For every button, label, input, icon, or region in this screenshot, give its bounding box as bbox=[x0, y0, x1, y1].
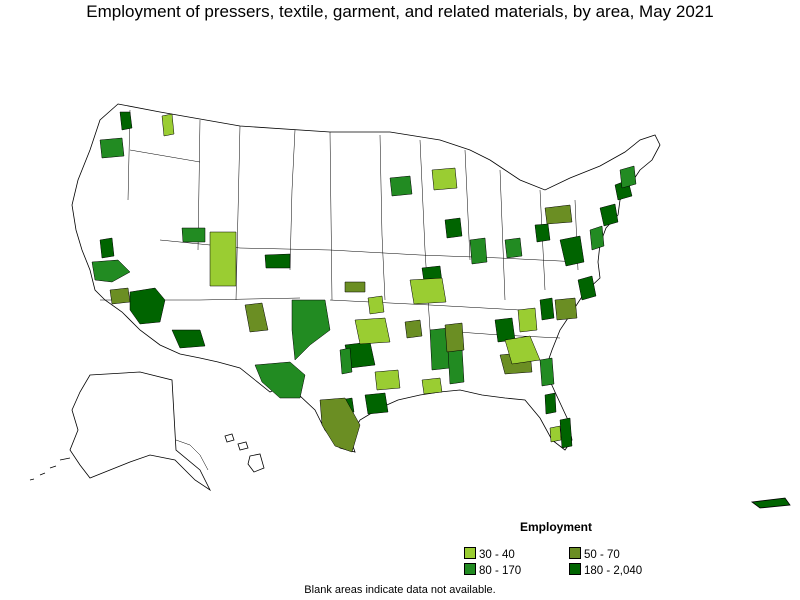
legend-label: 50 - 70 bbox=[584, 549, 620, 561]
alaska-panhandle bbox=[175, 439, 209, 471]
legend: Employment 30 - 40 50 - 70 80 - 170 180 … bbox=[462, 518, 662, 578]
map-title: Employment of pressers, textile, garment… bbox=[86, 2, 714, 21]
legend-swatch-30-40 bbox=[464, 547, 476, 559]
legend-swatch-50-70 bbox=[569, 547, 581, 559]
employment-50-70-areas bbox=[109, 204, 578, 453]
legend-item-30-40: 30 - 40 bbox=[464, 547, 515, 561]
alaska-outline bbox=[69, 371, 212, 492]
employment-30-40-areas bbox=[161, 113, 562, 443]
legend-label: 180 - 2,040 bbox=[584, 565, 643, 577]
employment-180-2040-areas bbox=[99, 111, 633, 449]
legend-swatch-80-170 bbox=[464, 563, 476, 575]
legend-item-80-170: 80 - 170 bbox=[464, 563, 521, 577]
legend-label: 80 - 170 bbox=[479, 565, 522, 577]
legend-item-50-70: 50 - 70 bbox=[569, 547, 620, 561]
hawaii-islands bbox=[224, 433, 265, 473]
legend-item-180-2040: 180 - 2,040 bbox=[569, 563, 642, 577]
legend-label: 30 - 40 bbox=[479, 549, 515, 561]
employment-80-170-areas bbox=[91, 137, 637, 399]
blank-areas-note: Blank areas indicate data not available. bbox=[304, 584, 496, 596]
legend-swatch-180-2040 bbox=[569, 563, 581, 575]
puerto-rico-outline bbox=[750, 497, 791, 509]
aleutian-islands bbox=[29, 457, 71, 481]
legend-title: Employment bbox=[520, 520, 593, 534]
